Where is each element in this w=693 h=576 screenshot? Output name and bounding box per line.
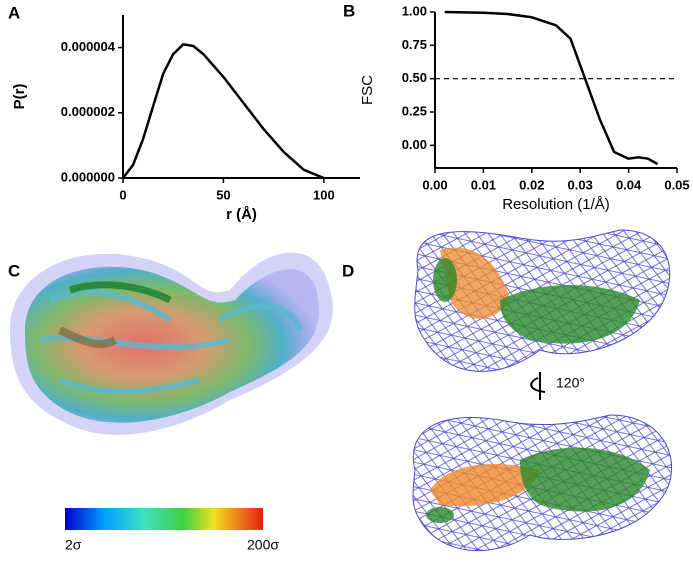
mesh-top <box>414 229 671 372</box>
colorbar-min: 2σ <box>65 537 82 553</box>
y-tick-label: 0.50 <box>402 70 427 85</box>
y-axis-label: FSC <box>359 75 376 105</box>
x-tick-label: 0.04 <box>616 177 642 192</box>
rotation-arrow <box>530 372 546 400</box>
y-tick-label: 0.000002 <box>61 104 115 119</box>
colorbar-max: 200σ <box>247 537 279 553</box>
panel-label: A <box>8 3 20 22</box>
x-axis-label: Resolution (1/Å) <box>502 196 610 213</box>
y-tick-label: 0.25 <box>402 103 427 118</box>
x-tick-label: 50 <box>216 187 230 202</box>
x-tick-label: 0.03 <box>568 177 593 192</box>
y-tick-label: 0.000004 <box>61 39 116 54</box>
y-tick-label: 0.000000 <box>61 169 115 184</box>
y-tick-label: 1.00 <box>402 3 427 18</box>
x-tick-label: 0.02 <box>519 177 544 192</box>
x-tick-label: 0.00 <box>422 177 447 192</box>
y-tick-label: 0.75 <box>402 37 427 52</box>
rotation-label: 120° <box>556 375 585 391</box>
x-tick-label: 0.01 <box>471 177 496 192</box>
panel-label: B <box>343 1 355 20</box>
x-tick-label: 100 <box>313 187 335 202</box>
y-tick-label: 0.00 <box>402 137 427 152</box>
x-tick-label: 0 <box>119 187 126 202</box>
panel-label: C <box>8 261 20 280</box>
x-axis-label: r (Å) <box>226 206 257 223</box>
x-tick-label: 0.05 <box>664 177 689 192</box>
data-line <box>122 43 325 180</box>
colorbar <box>65 508 263 530</box>
density-map <box>10 252 333 435</box>
y-axis-label: P(r) <box>11 84 28 110</box>
mesh-bottom <box>412 414 673 552</box>
panel-label: D <box>342 261 354 280</box>
data-line <box>444 10 659 166</box>
